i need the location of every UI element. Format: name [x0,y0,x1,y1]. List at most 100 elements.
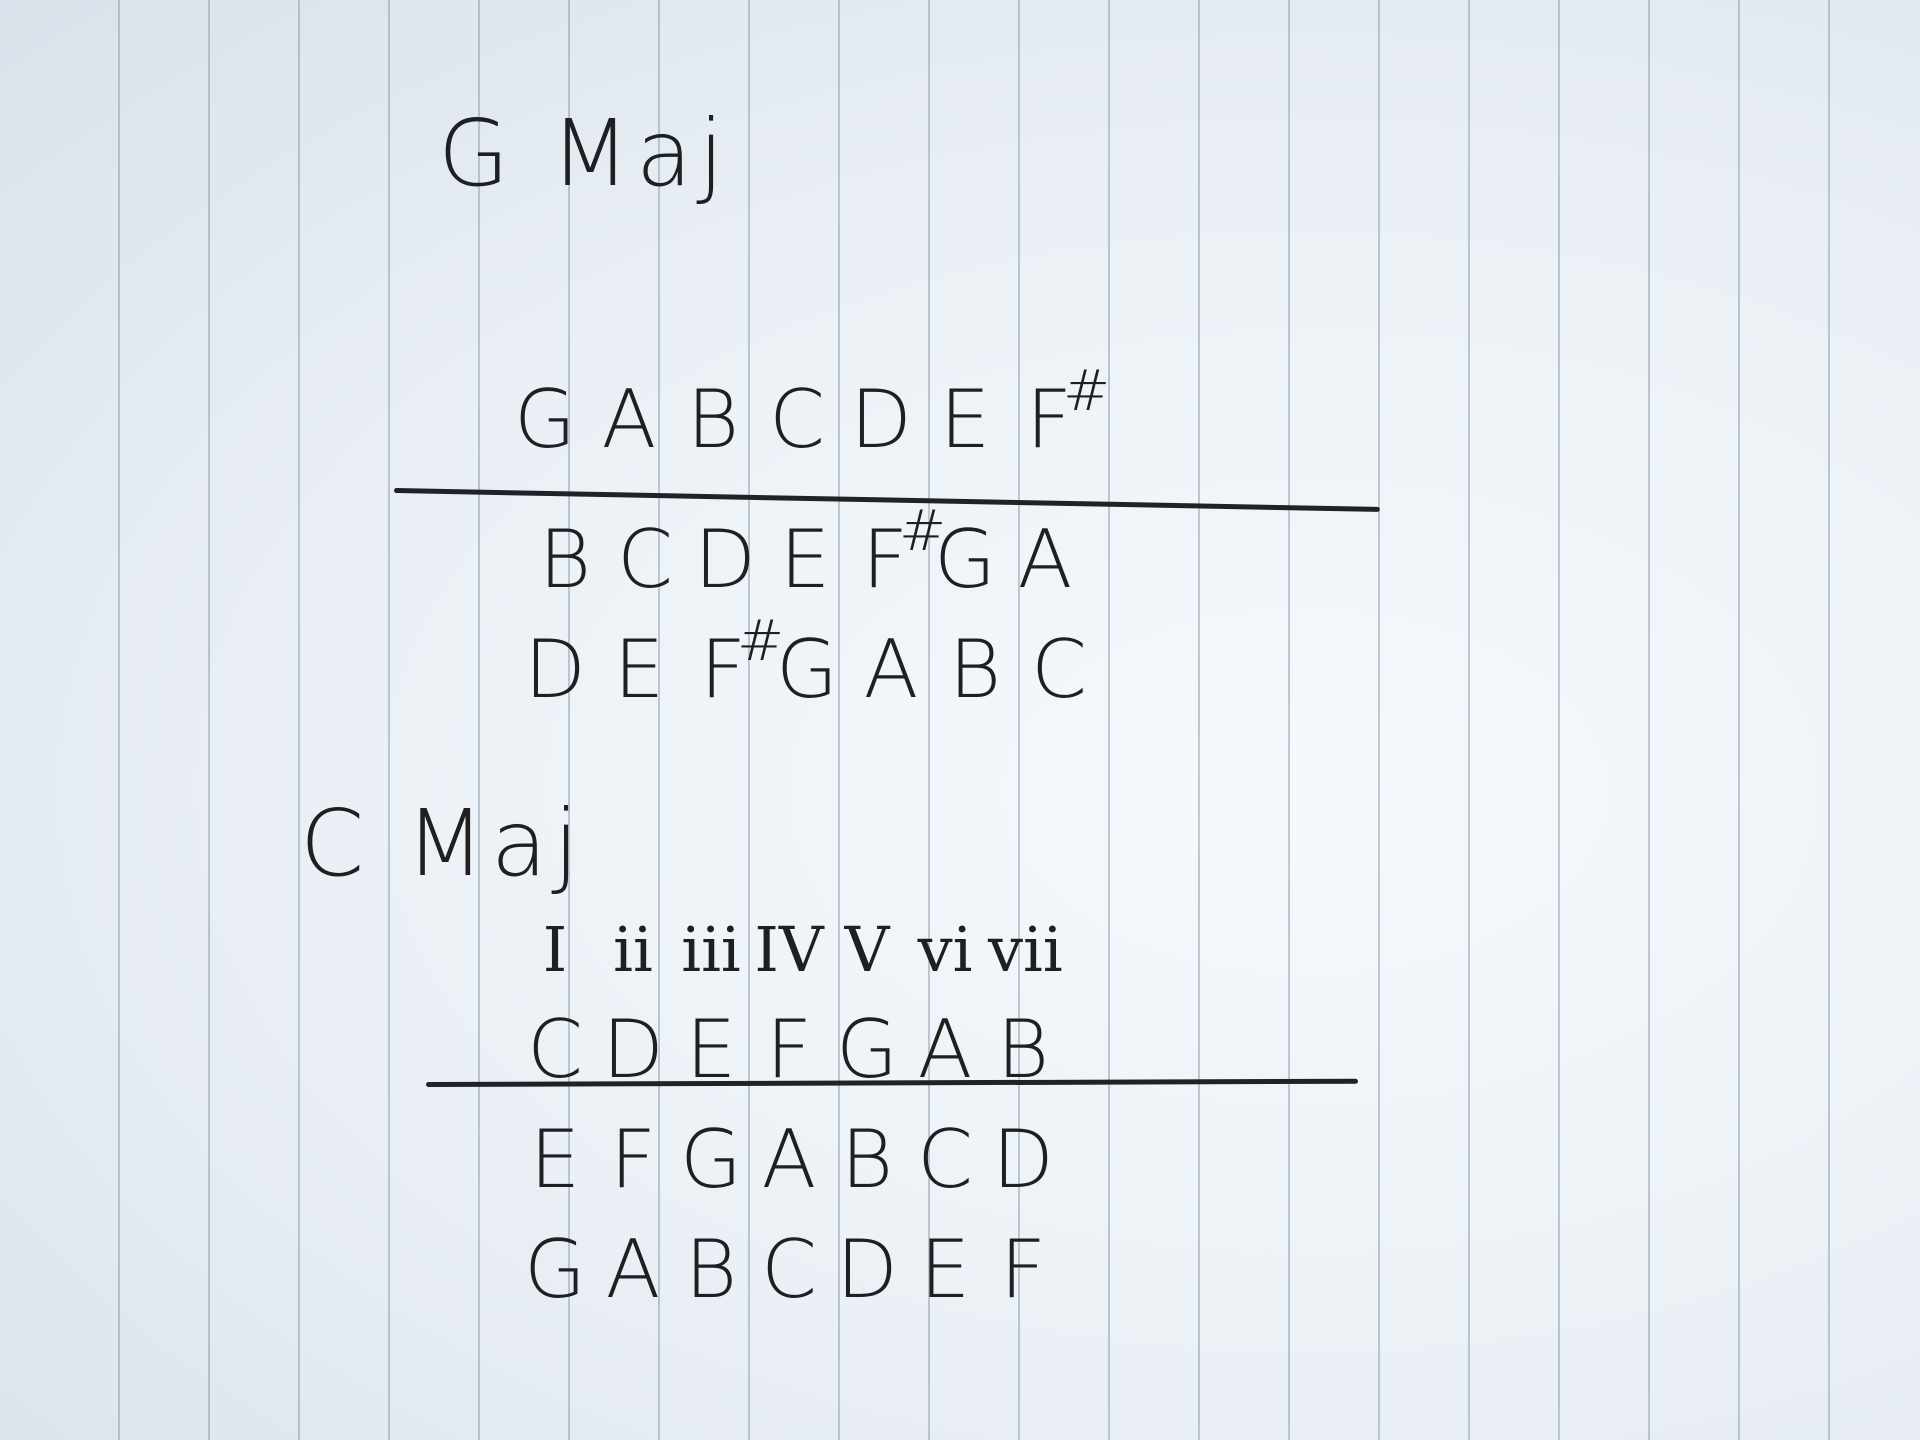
ruled-line [1198,0,1200,1440]
c-fifth-note-label: F [999,1223,1046,1316]
c-numeral: vii [988,900,1063,1000]
c-fifth-note: E [910,1220,980,1320]
g-third-note: E [770,510,840,610]
sharp-sign: # [1063,359,1110,424]
ruled-line [1378,0,1380,1440]
g-third-note: C [610,510,680,610]
c-third-note-label: A [761,1113,817,1206]
c-numeral: vi [910,900,980,1000]
c-fifth-note-label: A [605,1223,661,1316]
ruled-line [208,0,210,1440]
g-scale-note-label: G [514,373,576,466]
g-third-note: G [930,510,1000,610]
sharp-sign: # [737,609,784,674]
c-third-note: D [988,1110,1058,1210]
g-third-note: A [1010,510,1080,610]
g-scale-note: G [510,370,580,470]
ruled-line [478,0,480,1440]
ruled-line [568,0,570,1440]
c-fifth-note-label: G [524,1223,586,1316]
c-fifth-note-label: B [684,1223,738,1316]
g-fifth-note-label: D [524,623,586,716]
g-scale-note-label: A [601,373,657,466]
c-third-note-label: B [840,1113,894,1206]
g-third-note-label: D [694,513,756,606]
g-fifth-note: D [520,620,590,720]
g-third-note-label: G [934,513,996,606]
c-third-note-label: G [680,1113,742,1206]
g-scale-note: D [846,370,916,470]
c-fifth-note: C [754,1220,824,1320]
c-fifth-note-label: C [761,1223,817,1316]
g-fifth-note: A [856,620,926,720]
c-third-note-label: E [529,1113,581,1206]
g-fifth-note: G [772,620,842,720]
c-third-note: C [910,1110,980,1210]
c-numeral: ii [598,900,668,1000]
c-fifth-note: A [598,1220,668,1320]
ruled-line [118,0,120,1440]
c-numeral: iii [676,900,746,1000]
g-third-note-label: A [1017,513,1073,606]
g-third-note: F # [850,499,946,610]
g-fifth-note-label: G [776,623,838,716]
g-major-divider [393,488,1380,512]
ruled-line [1828,0,1830,1440]
c-numeral-label: vii [988,913,1063,986]
g-fifth-note: E [604,620,674,720]
c-third-note: B [832,1110,902,1210]
c-fifth-note: G [520,1220,590,1320]
g-fifth-note-label: E [613,623,665,716]
ruled-line [928,0,930,1440]
ruled-line [1648,0,1650,1440]
g-scale-note-label: E [939,373,991,466]
g-fifth-note: F # [688,609,784,720]
g-fifth-note-label: F [699,623,746,716]
g-scale-note-label: C [769,373,825,466]
g-scale-note-label: B [686,373,740,466]
c-major-title: C Maj [300,790,585,897]
g-third-note-label: F [861,513,908,606]
ruled-line [658,0,660,1440]
g-scale-note: A [594,370,664,470]
ruled-line [1018,0,1020,1440]
g-scale-note: B [678,370,748,470]
c-fifth-note: F [988,1220,1058,1320]
g-third-note-label: C [617,513,673,606]
ruled-line [748,0,750,1440]
c-numeral: I [520,900,590,1000]
g-third-note: B [530,510,600,610]
ruled-line [1738,0,1740,1440]
g-scale-note: E [930,370,1000,470]
g-scale-note: C [762,370,832,470]
g-third-note-label: E [779,513,831,606]
ruled-line [1468,0,1470,1440]
c-numeral-label: IV [754,913,824,986]
c-third-note-label: D [992,1113,1054,1206]
c-fifth-note: D [832,1220,902,1320]
g-scale-note-label: F [1025,373,1072,466]
c-numeral-label: iii [681,913,741,986]
g-third-note-label: B [538,513,592,606]
ruled-line [298,0,300,1440]
c-numeral-label: I [542,913,568,986]
g-fifth-note: B [940,620,1010,720]
c-fifth-note-label: E [919,1223,971,1316]
ruled-line [1108,0,1110,1440]
c-numeral-label: V [844,913,890,986]
ruled-line [1558,0,1560,1440]
c-third-note: A [754,1110,824,1210]
g-third-note: D [690,510,760,610]
g-major-title: G Maj [438,100,730,207]
g-scale-note: F # [1014,359,1110,470]
c-third-note: E [520,1110,590,1210]
c-third-note-label: F [609,1113,656,1206]
c-numeral-label: ii [613,913,653,986]
ruled-line [388,0,390,1440]
c-third-note-label: C [917,1113,973,1206]
c-numeral-label: vi [917,913,973,986]
ruled-line [838,0,840,1440]
c-numeral: IV [754,900,824,1000]
g-fifth-note-label: A [863,623,919,716]
